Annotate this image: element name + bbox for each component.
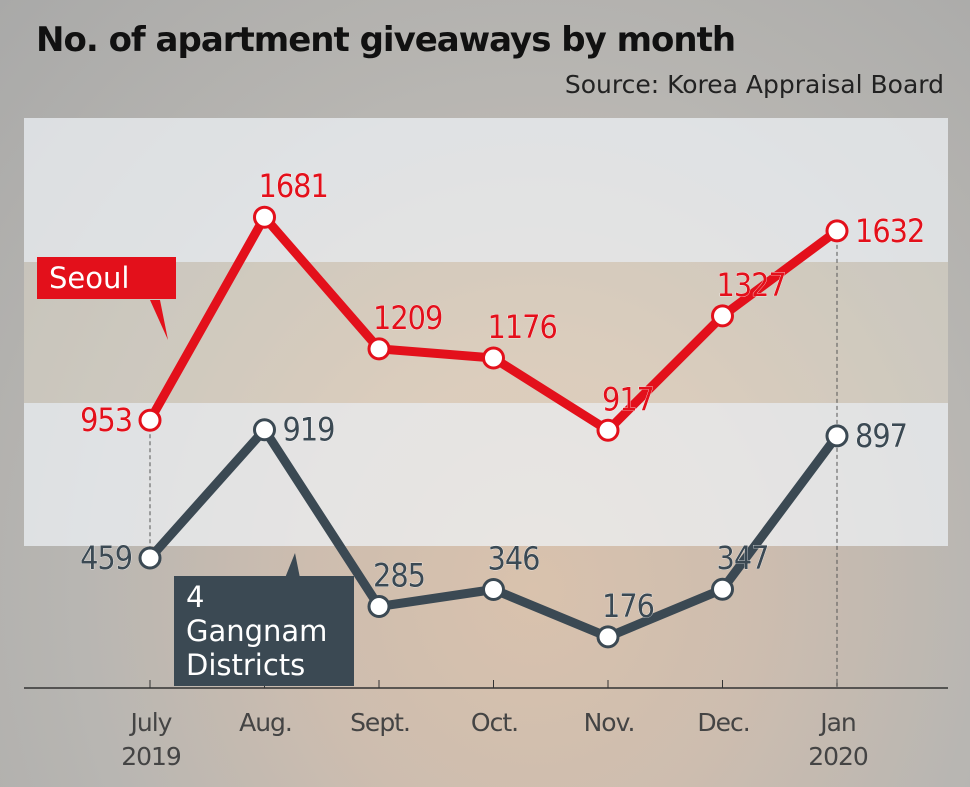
point xyxy=(711,577,734,601)
value-label: 1681 xyxy=(259,167,328,205)
x-tick-label: Dec. xyxy=(697,708,750,737)
callout-tail xyxy=(150,300,168,340)
value-label: 1327 xyxy=(717,266,786,304)
value-label: 176 xyxy=(602,587,654,625)
point xyxy=(253,205,276,229)
legend-gangnam: 4 Gangnam Districts xyxy=(174,576,354,686)
value-label: 459 xyxy=(80,539,132,577)
x-tick-label: Jan 2020 xyxy=(808,708,869,771)
value-label: 953 xyxy=(80,401,132,439)
chart-subtitle: Source: Korea Appraisal Board xyxy=(564,70,944,99)
point xyxy=(825,424,849,448)
point xyxy=(482,346,505,370)
point xyxy=(367,595,391,619)
value-label: 917 xyxy=(602,380,654,418)
value-label: 1209 xyxy=(373,299,442,337)
legend-seoul: Seoul xyxy=(37,257,176,299)
point xyxy=(596,418,620,442)
point xyxy=(825,219,849,243)
point xyxy=(253,418,276,442)
x-tick-label: July 2019 xyxy=(121,708,182,771)
point xyxy=(367,337,391,361)
point xyxy=(596,625,620,649)
callout-tail xyxy=(285,553,300,578)
value-label: 347 xyxy=(717,539,769,577)
point xyxy=(138,546,162,570)
x-tick-label: Aug. xyxy=(239,708,293,737)
value-label: 897 xyxy=(855,417,907,455)
point xyxy=(138,408,162,432)
value-label: 346 xyxy=(488,540,540,578)
x-tick-label: Oct. xyxy=(470,708,519,737)
x-tick-label: Sept. xyxy=(350,708,411,737)
point xyxy=(711,304,734,328)
band xyxy=(24,118,948,262)
value-label: 285 xyxy=(373,557,425,595)
value-label: 919 xyxy=(283,411,335,449)
point xyxy=(482,578,505,602)
chart-title: No. of apartment giveaways by month xyxy=(36,20,736,60)
value-label: 1176 xyxy=(488,308,557,346)
value-label: 1632 xyxy=(855,212,924,250)
x-tick-label: Nov. xyxy=(583,708,636,737)
